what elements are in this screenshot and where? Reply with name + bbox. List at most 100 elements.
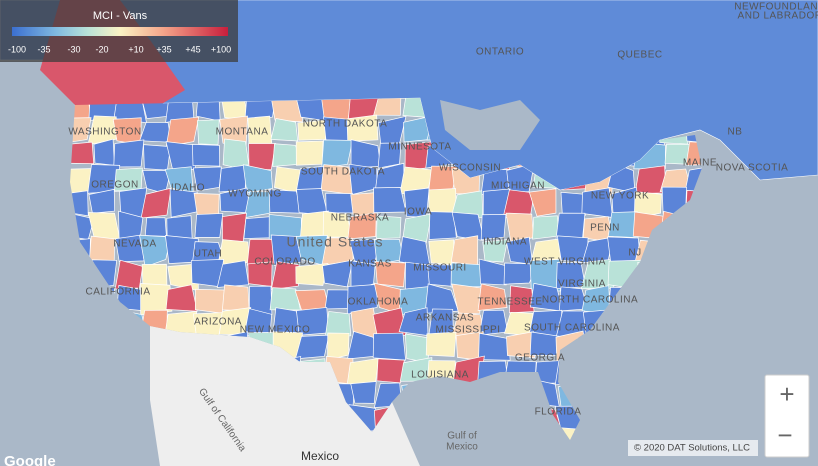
- market-region: [451, 283, 482, 315]
- market-region: [373, 187, 407, 213]
- legend-label: +35: [156, 44, 171, 54]
- state-label: MINNESOTA: [388, 142, 451, 153]
- market-region: [350, 260, 376, 292]
- market-region: [350, 381, 377, 404]
- market-region: [87, 115, 117, 146]
- market-region: [248, 143, 276, 171]
- market-region: [346, 114, 379, 142]
- market-region: [221, 212, 247, 243]
- market-region: [70, 168, 94, 195]
- market-region: [346, 358, 380, 385]
- market-region: [243, 216, 273, 239]
- gulf-mexico: Gulf of: [447, 431, 477, 442]
- gulf-mexico: Mexico: [446, 442, 478, 453]
- market-region: [93, 138, 115, 166]
- legend: MCI - Vans -100 -35 -30 -20 +10 +35 +45 +100: [0, 0, 238, 62]
- market-region: [480, 213, 507, 241]
- market-region: [322, 259, 354, 288]
- market-region: [376, 215, 402, 239]
- legend-label: -100: [8, 44, 26, 54]
- market-region: [243, 191, 276, 219]
- copyright-bg: [628, 440, 758, 456]
- market-region: [327, 332, 350, 361]
- market-region: [399, 166, 434, 195]
- zoom-out[interactable]: −: [777, 420, 792, 450]
- state-label: NEVADA: [113, 239, 156, 250]
- state-label: CALIFORNIA: [85, 287, 150, 298]
- market-region: [477, 283, 508, 311]
- market-region: [374, 261, 406, 288]
- lake: [440, 100, 540, 150]
- state-label: SOUTH CAROLINA: [524, 323, 620, 334]
- state-label: NOVA SCOTIA: [716, 163, 789, 174]
- mexico-label: Mexico: [301, 449, 339, 463]
- market-region: [372, 332, 406, 361]
- market-region: [633, 191, 662, 219]
- market-region: [295, 140, 324, 166]
- market-region: [114, 259, 144, 290]
- zoom-in[interactable]: +: [779, 379, 794, 409]
- market-region: [297, 119, 328, 141]
- state-label: OKLAHOMA: [348, 297, 409, 308]
- google-logo: Google: [4, 453, 56, 466]
- market-region: [321, 139, 353, 169]
- market-region: [88, 188, 115, 214]
- market-region: [166, 215, 193, 240]
- legend-label: -30: [67, 44, 80, 54]
- market-region: [144, 217, 167, 237]
- market-region: [478, 258, 510, 286]
- state-label: MONTANA: [216, 127, 269, 138]
- market-region: [528, 188, 557, 217]
- market-region: [87, 164, 121, 194]
- market-region: [428, 211, 457, 240]
- market-region: [503, 262, 538, 285]
- market-region: [140, 187, 172, 219]
- market-region: [140, 283, 173, 316]
- state-label: WYOMING: [228, 189, 282, 200]
- market-region: [560, 191, 586, 218]
- legend-label: -20: [95, 44, 108, 54]
- legend-label: +100: [211, 44, 231, 54]
- state-label: AND LABRADOR: [738, 11, 818, 22]
- market-region: [506, 331, 536, 359]
- state-label: WISCONSIN: [439, 163, 501, 174]
- market-region: [70, 190, 89, 217]
- zoom-controls: + −: [764, 374, 810, 458]
- market-region: [270, 234, 303, 266]
- state-label: ARKANSAS: [416, 313, 474, 324]
- state-label: VIRGINIA: [558, 279, 606, 290]
- state-label: MICHIGAN: [491, 181, 545, 192]
- market-region: [242, 164, 273, 194]
- state-label: MAINE: [683, 158, 717, 169]
- state-label: NORTH CAROLINA: [542, 295, 638, 306]
- country-label: United States: [286, 234, 383, 250]
- market-region: [139, 234, 172, 268]
- market-region: [192, 144, 221, 167]
- state-label: KANSAS: [348, 259, 392, 270]
- market-region: [165, 284, 198, 312]
- market-region: [482, 239, 509, 263]
- market-region: [270, 261, 300, 291]
- state-label: NEW MEXICO: [240, 325, 311, 336]
- state-label: IOWA: [404, 207, 432, 218]
- state-label: SOUTH DAKOTA: [301, 167, 385, 178]
- legend-label: -35: [37, 44, 50, 54]
- state-label: MISSOURI: [413, 263, 466, 274]
- legend-gradient: [12, 27, 228, 36]
- zoom-box: [764, 374, 810, 458]
- market-region: [194, 213, 224, 238]
- market-region: [346, 284, 378, 315]
- market-region: [165, 116, 200, 147]
- state-label: WEST VIRGINIA: [524, 257, 606, 268]
- state-label: WASHINGTON: [68, 127, 141, 138]
- state-label: GEORGIA: [515, 353, 565, 364]
- market-region: [402, 213, 432, 244]
- market-region: [347, 212, 377, 240]
- market-region: [222, 284, 250, 312]
- market-region: [425, 331, 457, 357]
- legend-title: MCI - Vans: [93, 10, 148, 22]
- market-region: [196, 119, 220, 146]
- state-label: QUEBEC: [617, 50, 662, 61]
- market-region: [295, 263, 329, 286]
- market-region: [216, 260, 250, 288]
